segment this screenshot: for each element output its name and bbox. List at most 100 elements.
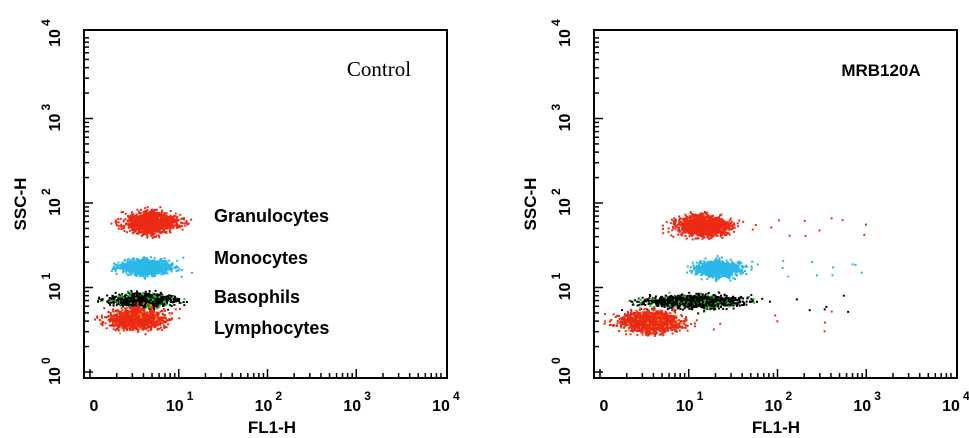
event-dot [117,327,120,330]
event-dot [150,326,153,329]
event-dot [169,222,171,225]
event-dot [146,233,148,236]
event-dot [167,308,170,311]
event-dot [143,300,146,303]
event-dot [113,323,116,326]
event-dot [148,307,151,310]
event-dot [141,258,144,261]
event-dot [146,296,149,299]
event-dot [124,299,127,301]
event-dot [115,222,118,225]
event-dot [142,293,144,296]
event-dot [186,223,189,226]
event-dot [147,293,150,296]
event-dot [150,304,152,307]
event-dot [132,225,135,227]
event-dot [167,297,170,300]
event-dot [143,233,146,236]
event-dot [154,270,157,273]
event-dot [178,301,181,304]
event-dot [134,263,137,266]
event-dot [141,266,144,269]
x-tick-label: 102 [255,389,283,415]
event-dot [155,324,158,327]
event-dot [127,306,130,308]
event-dot [138,299,141,302]
event-dot [161,319,163,322]
event-dot [134,222,137,225]
event-dot [138,325,141,328]
event-dot [157,303,160,305]
event-dot [129,310,132,313]
event-dot [113,320,116,322]
event-dot [148,232,151,235]
event-dot [156,267,159,270]
event-dot [157,234,160,237]
event-dot [139,306,142,309]
event-dot [140,303,142,305]
event-dot [146,298,149,301]
event-dot [168,268,171,271]
event-dot [164,220,167,223]
event-dot [151,217,154,220]
population-label: Basophils [214,287,300,307]
event-dot [165,212,168,215]
event-dot [129,223,132,226]
event-dot [157,293,160,296]
event-dot [152,272,155,275]
event-dot [141,302,144,305]
event-dot [141,264,143,267]
event-dot [131,260,134,263]
event-dot [154,272,157,275]
event-dot [152,213,155,216]
event-dot [154,302,157,304]
event-dot [147,304,149,307]
event-dot [137,304,140,307]
event-dot [146,316,149,319]
event-dot [172,301,174,304]
event-dot [131,264,134,267]
event-dot [151,259,154,262]
event-dot [177,226,180,229]
event-dot [158,262,160,265]
event-dot [131,298,134,301]
event-dot [169,228,172,230]
event-dot [126,264,128,267]
event-dot [132,327,135,330]
event-dot [163,266,166,269]
event-dot [119,217,122,220]
event-dot [149,307,152,310]
event-dot [135,269,138,272]
event-dot [104,322,107,325]
event-dot [151,310,154,313]
event-dot [136,260,139,263]
event-dot [129,300,132,303]
event-dot [122,211,124,214]
event-dot [150,274,153,277]
event-dot [123,267,126,270]
event-dot [132,258,135,261]
event-dot [133,321,136,324]
event-dot [152,298,155,301]
event-dot [142,267,144,270]
event-dot [111,322,114,325]
event-dot [170,218,173,221]
event-dot [144,231,147,234]
event-dot [119,322,122,325]
event-dot [139,227,142,230]
event-dot [141,233,144,236]
event-dot [127,316,130,318]
event-dot [158,269,161,271]
event-dot [176,219,179,222]
event-dot [662,224,664,227]
event-dot [145,228,147,231]
event-dot [151,216,154,219]
event-dot [169,266,172,269]
event-dot [135,262,138,265]
event-dot [163,321,166,324]
event-dot [130,299,133,302]
event-dot [135,313,138,316]
event-dot [116,309,119,312]
event-dot [168,219,171,222]
event-dot [145,217,148,220]
